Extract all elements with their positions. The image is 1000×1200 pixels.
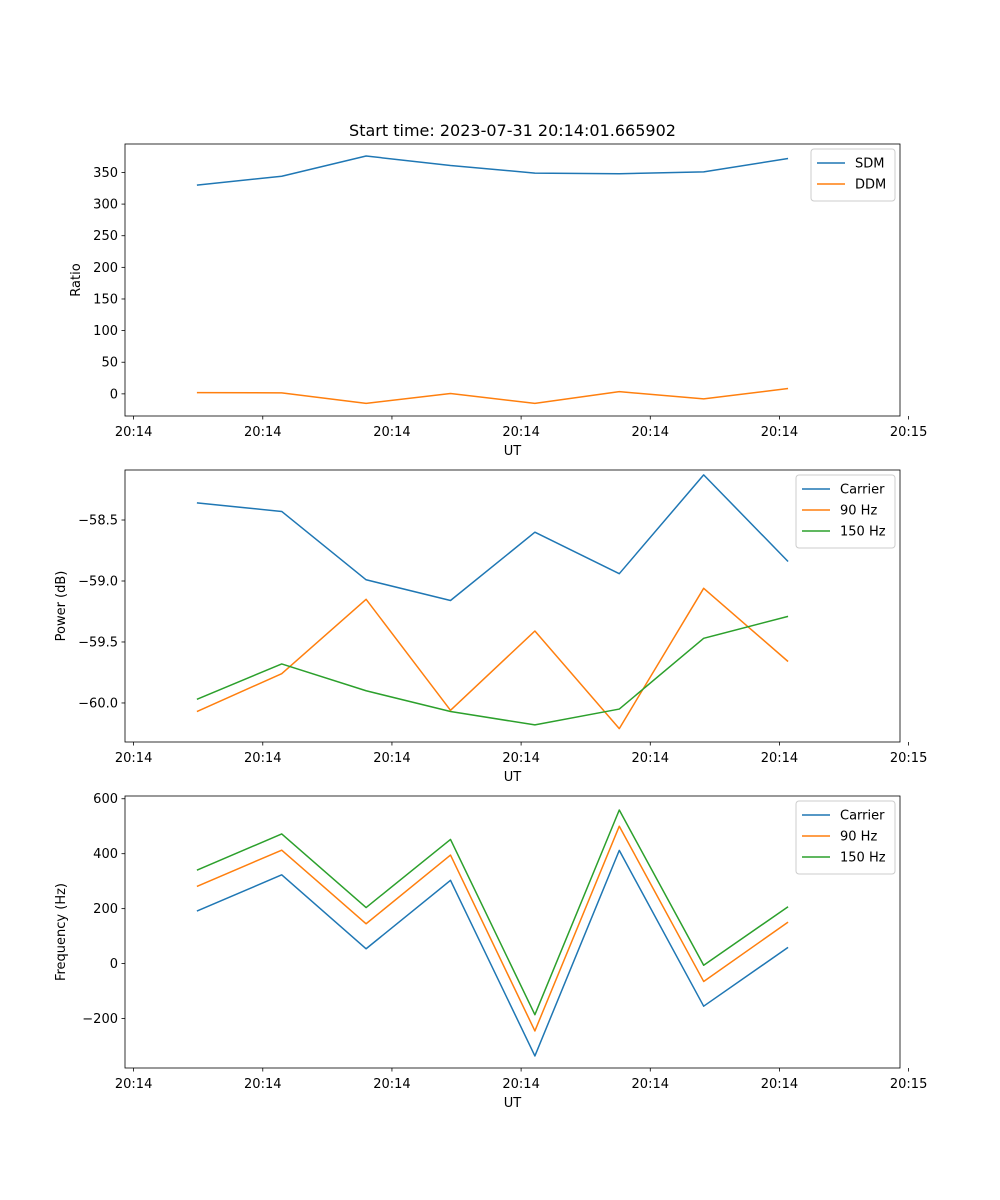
x-tick-label: 20:14 (632, 751, 669, 766)
x-tick-label: 20:14 (244, 1077, 281, 1092)
legend: Carrier 90 Hz 150 Hz (795, 800, 896, 875)
legend: SDM DDM (810, 148, 896, 202)
y-axis-label: Frequency (Hz) (54, 883, 69, 981)
x-tick-label: 20:15 (890, 425, 927, 440)
series-line-1 (196, 849, 789, 1057)
series-line-3 (196, 809, 789, 1016)
legend-label-2: 90 Hz (840, 504, 877, 519)
x-axis-label: UT (504, 1096, 522, 1111)
x-tick-label: 20:14 (502, 1077, 539, 1092)
x-tick-label: 20:14 (761, 751, 798, 766)
legend-box (795, 474, 896, 549)
y-tick-label: 50 (101, 356, 118, 371)
series-line-2 (196, 387, 789, 405)
x-tick-label: 20:15 (890, 1077, 927, 1092)
legend-label-3: 150 Hz (840, 851, 886, 866)
x-tick-label: 20:14 (502, 425, 539, 440)
y-tick-label: −59.5 (78, 635, 118, 650)
legend: Carrier 90 Hz 150 Hz (795, 474, 896, 549)
y-tick-label: 600 (93, 792, 118, 807)
x-axis-label: UT (504, 444, 522, 459)
legend-label-2: 90 Hz (840, 830, 877, 845)
axes-frame (124, 469, 901, 743)
y-tick-label: 250 (93, 229, 118, 244)
y-tick-label: 150 (93, 292, 118, 307)
x-tick-label: 20:14 (373, 1077, 410, 1092)
y-tick-label: 350 (93, 166, 118, 181)
series-line-2 (196, 587, 789, 730)
y-tick-label: 0 (110, 387, 118, 402)
series-line-3 (196, 615, 789, 726)
y-axis-label: Ratio (69, 263, 84, 296)
legend-label-1: SDM (855, 157, 884, 172)
legend-label-2: DDM (855, 178, 886, 193)
y-tick-label: 200 (93, 261, 118, 276)
x-tick-label: 20:14 (502, 751, 539, 766)
y-tick-label: −200 (82, 1012, 118, 1027)
y-tick-label: −59.0 (78, 574, 118, 589)
series-line-1 (196, 474, 789, 602)
legend-box (810, 148, 896, 202)
x-tick-label: 20:14 (761, 425, 798, 440)
x-tick-label: 20:14 (115, 1077, 152, 1092)
x-tick-label: 20:14 (373, 751, 410, 766)
y-tick-label: 100 (93, 324, 118, 339)
x-tick-label: 20:14 (761, 1077, 798, 1092)
y-axis-label: Power (dB) (54, 571, 69, 642)
axes-frame (124, 795, 901, 1069)
chart-3: 20:14 20:14 20:14 20:14 20:14 20:14 20:15 −200 0… (54, 792, 927, 1111)
legend-label-3: 150 Hz (840, 525, 886, 540)
charts-container: 20:14 20:14 20:14 20:14 20:14 20:14 20:15 0 50 10… (54, 143, 927, 1111)
x-tick-label: 20:15 (890, 751, 927, 766)
legend-label-1: Carrier (840, 809, 885, 824)
y-tick-label: 200 (93, 902, 118, 917)
y-tick-label: −60.0 (78, 696, 118, 711)
x-tick-label: 20:14 (373, 425, 410, 440)
legend-box (795, 800, 896, 875)
x-tick-label: 20:14 (244, 425, 281, 440)
y-tick-label: −58.5 (78, 514, 118, 529)
y-tick-label: 0 (110, 957, 118, 972)
chart-1: 20:14 20:14 20:14 20:14 20:14 20:14 20:15 0 50 10… (69, 143, 927, 459)
x-tick-label: 20:14 (244, 751, 281, 766)
y-tick-label: 400 (93, 847, 118, 862)
x-axis-label: UT (504, 770, 522, 785)
legend-label-1: Carrier (840, 483, 885, 498)
axes-frame (124, 143, 901, 417)
x-tick-label: 20:14 (632, 425, 669, 440)
x-tick-label: 20:14 (115, 425, 152, 440)
y-tick-label: 300 (93, 198, 118, 213)
chart-2: 20:14 20:14 20:14 20:14 20:14 20:14 20:15 −60.0… (54, 469, 927, 785)
x-tick-label: 20:14 (115, 751, 152, 766)
x-tick-label: 20:14 (632, 1077, 669, 1092)
series-line-2 (196, 825, 789, 1032)
figure-title: Start time: 2023-07-31 20:14:01.665902 (349, 121, 676, 140)
series-line-1 (196, 155, 789, 186)
